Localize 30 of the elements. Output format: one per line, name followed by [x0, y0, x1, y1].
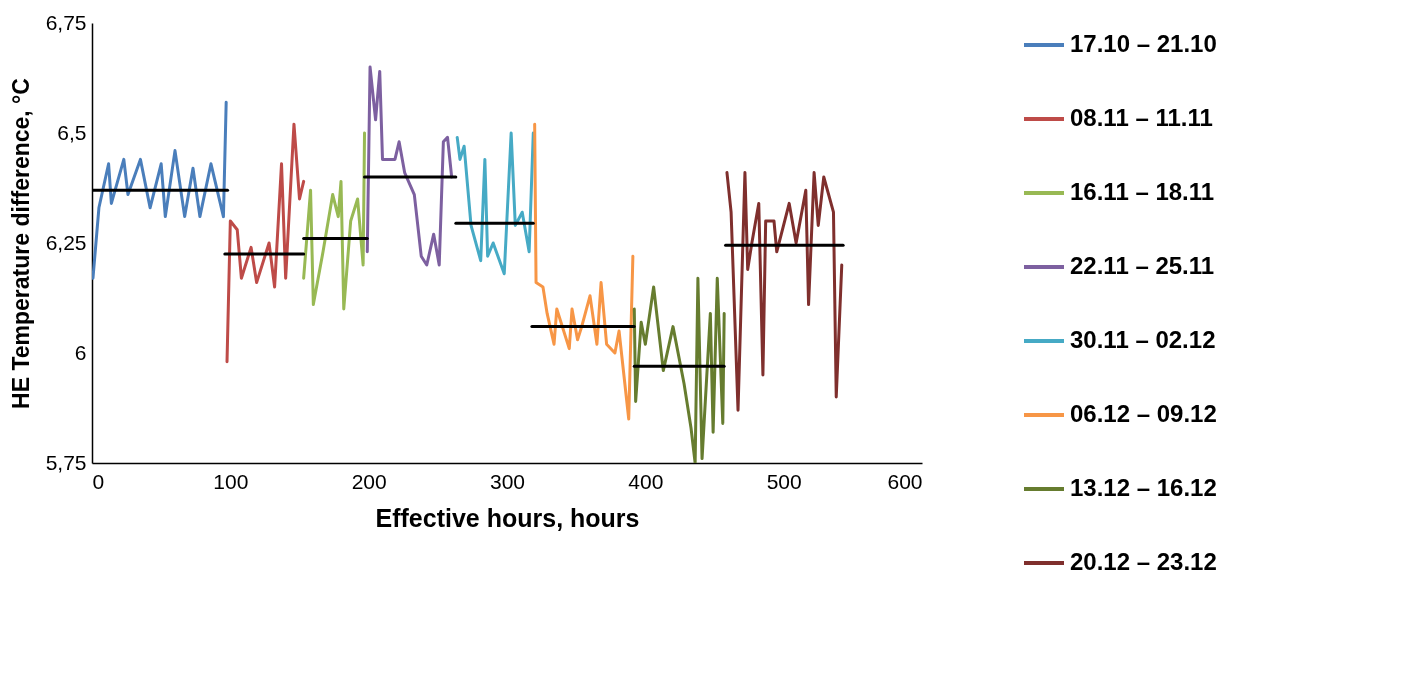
y-axis-title: HE Temperature difference, °C [7, 78, 34, 409]
x-tick-label: 300 [489, 469, 526, 493]
legend-label: 30.11 – 02.12 [1070, 326, 1216, 353]
y-tick-label: 6,5 [57, 120, 87, 144]
x-axis-title: Effective hours, hours [375, 503, 640, 532]
line-series [225, 122, 306, 364]
line-series [632, 276, 726, 463]
legend-label: 08.11 – 11.11 [1070, 104, 1213, 131]
line-series [92, 100, 228, 280]
legend-label: 17.10 – 21.10 [1070, 30, 1217, 57]
line-series [365, 65, 454, 267]
x-tick-label: 200 [351, 469, 387, 493]
y-tick-label: 5,75 [45, 450, 87, 474]
line-series [302, 131, 367, 311]
x-tick-label: 400 [628, 469, 664, 493]
legend-label: 16.11 – 18.11 [1070, 178, 1215, 205]
legend-label: 22.11 – 25.11 [1070, 252, 1215, 279]
legend-label: 06.12 – 09.12 [1070, 400, 1217, 427]
line-series [455, 131, 535, 276]
line-series [725, 171, 844, 412]
line-series [533, 122, 635, 421]
y-tick-label: 6 [74, 340, 87, 364]
legend-label: 20.12 – 23.12 [1070, 548, 1217, 575]
y-tick-label: 6,25 [45, 230, 87, 254]
legend-label: 13.12 – 16.12 [1070, 474, 1217, 501]
y-tick-label: 6,75 [45, 10, 87, 34]
x-tick-label: 100 [213, 469, 249, 493]
x-tick-label: 500 [766, 469, 802, 493]
x-tick-label: 600 [887, 469, 923, 493]
x-tick-label: 0 [92, 469, 105, 493]
